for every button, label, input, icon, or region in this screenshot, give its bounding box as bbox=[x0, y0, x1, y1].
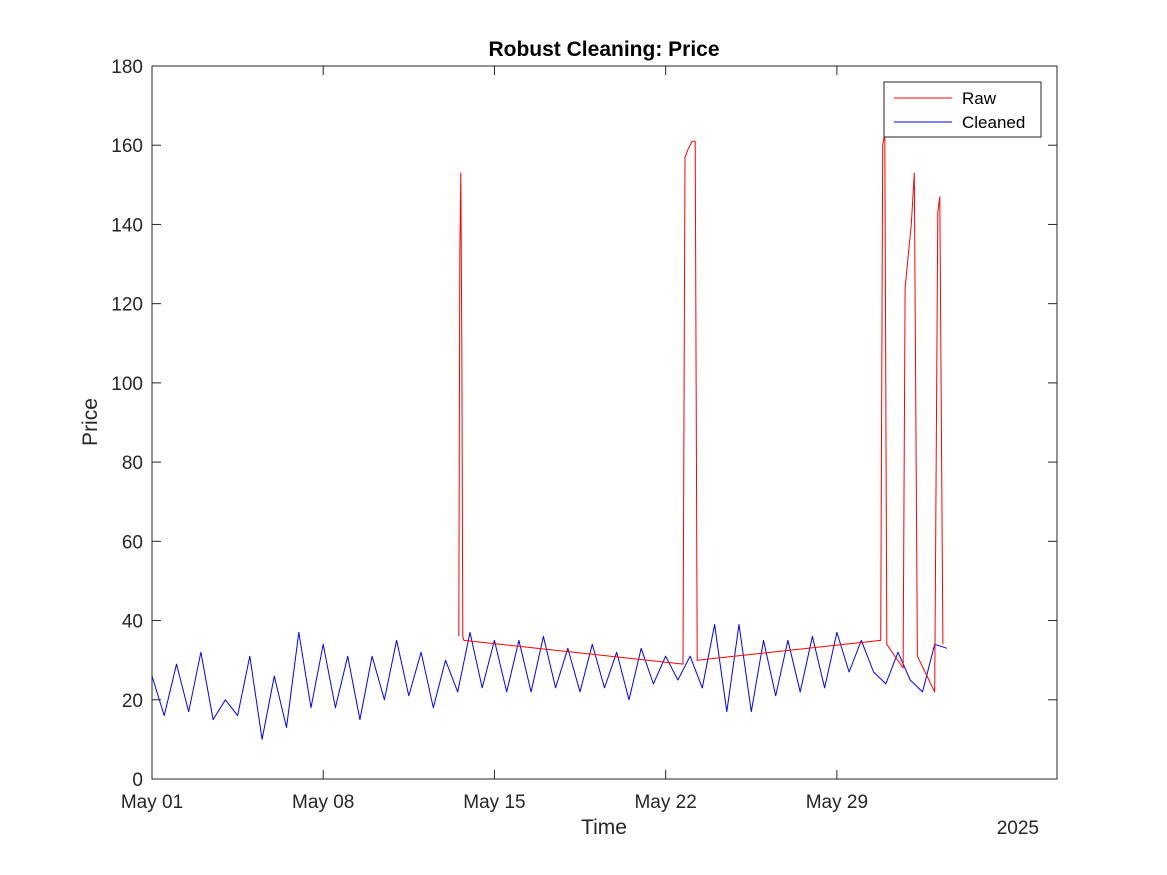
x-tick-label: May 01 bbox=[121, 792, 183, 813]
y-tick-label: 20 bbox=[122, 691, 143, 712]
plot-lines bbox=[151, 132, 948, 740]
x-axis-year-label: 2025 bbox=[997, 818, 1039, 839]
x-tick-label: May 08 bbox=[292, 792, 354, 813]
series-line-raw bbox=[458, 132, 944, 693]
legend-label-raw: Raw bbox=[962, 89, 997, 108]
y-tick-label: 60 bbox=[122, 532, 143, 553]
axes-box bbox=[151, 65, 1058, 780]
tick-group: 0 20 40 60 80 100 120 140 160 180 May 01 May 08 May … bbox=[111, 57, 1057, 813]
chart-title: Robust Cleaning: Price bbox=[488, 38, 719, 61]
y-tick-label: 100 bbox=[111, 374, 143, 395]
x-tick-label: May 15 bbox=[463, 792, 525, 813]
y-tick-label: 0 bbox=[132, 770, 143, 791]
x-axis-label: Time bbox=[581, 816, 627, 839]
x-tick-label: May 29 bbox=[806, 792, 868, 813]
y-tick-label: 120 bbox=[111, 295, 143, 316]
y-tick-label: 80 bbox=[122, 453, 143, 474]
y-tick-label: 140 bbox=[111, 215, 143, 236]
x-tick-label: May 22 bbox=[634, 792, 696, 813]
y-tick-label: 180 bbox=[111, 57, 143, 78]
legend-box bbox=[883, 81, 1042, 138]
y-axis-label: Price bbox=[79, 398, 102, 446]
y-tick-label: 160 bbox=[111, 136, 143, 157]
legend-label-cleaned: Cleaned bbox=[962, 113, 1025, 132]
series-line-cleaned bbox=[151, 624, 948, 740]
y-tick-label: 40 bbox=[122, 612, 143, 633]
legend: Raw Cleaned bbox=[883, 81, 1042, 138]
